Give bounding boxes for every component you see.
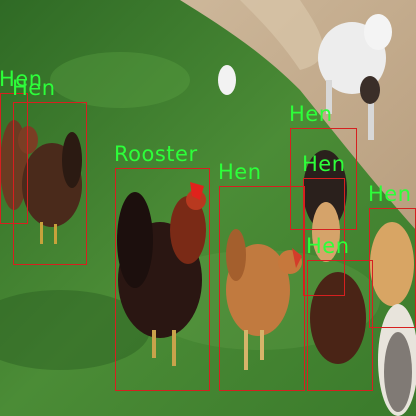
- brown-hen-left: [0, 120, 82, 244]
- detection-box-hen-2: Hen: [12, 76, 87, 265]
- goat: [318, 14, 392, 140]
- detection-label: Hen: [302, 152, 346, 176]
- detection-label: Rooster: [114, 142, 198, 166]
- detection-box-hen-6: Hen: [306, 234, 373, 391]
- detection-box-hen-1: Hen: [0, 67, 42, 224]
- rooster: [117, 182, 206, 366]
- detection-box-hen-7: Hen: [368, 182, 416, 328]
- detection-label: Hen: [218, 160, 262, 184]
- detection-label: Hen: [368, 182, 412, 206]
- detection-label: Hen: [306, 234, 350, 258]
- detection-box-rooster: Rooster: [114, 142, 210, 391]
- detection-label: Hen: [0, 67, 43, 91]
- detection-label: Hen: [289, 102, 333, 126]
- detection-box-hen-4: Hen: [289, 102, 357, 230]
- detection-label: Hen: [12, 76, 56, 100]
- white-chicken: [218, 65, 236, 95]
- detection-box-hen-3: Hen: [218, 160, 305, 391]
- buff-hen: [226, 229, 302, 370]
- detection-box-hen-5: Hen: [302, 152, 345, 296]
- hens-right: [303, 150, 416, 416]
